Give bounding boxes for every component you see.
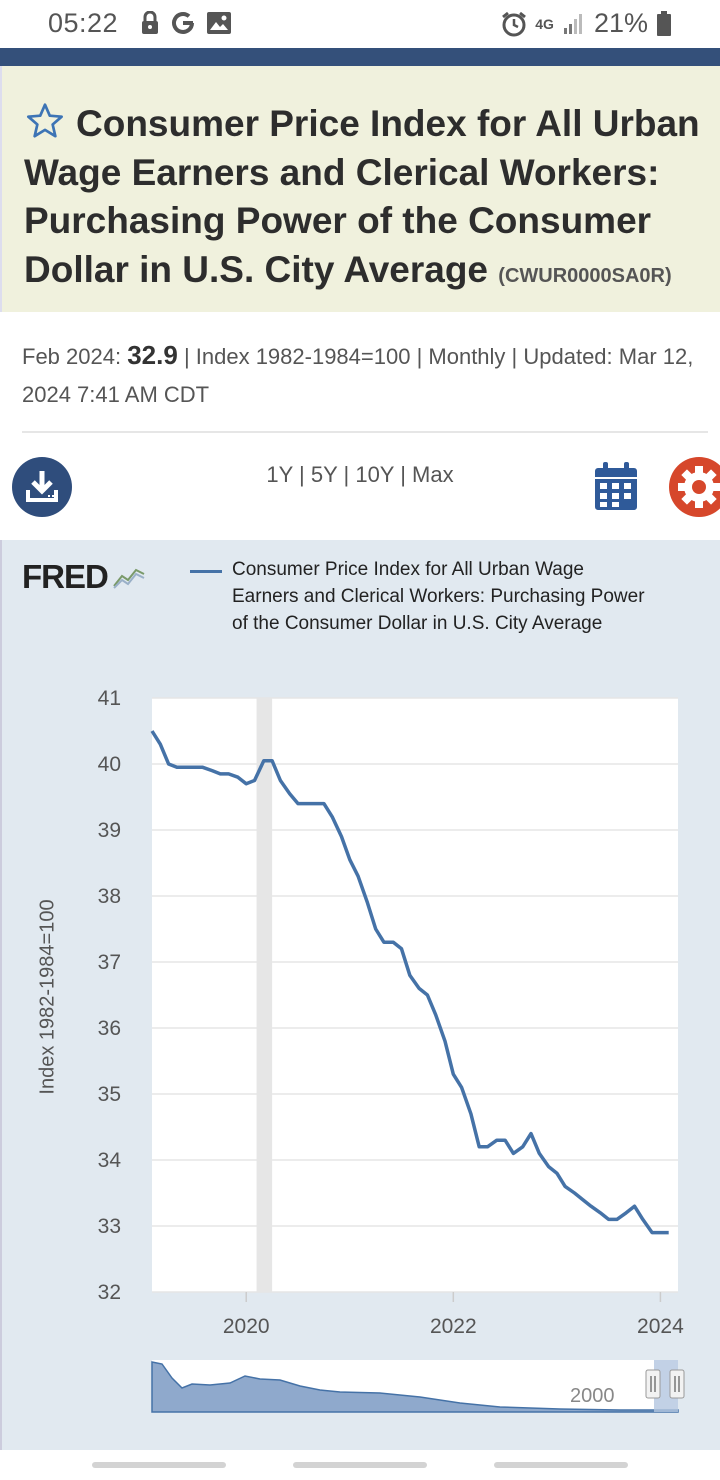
battery-percent: 21% [593, 8, 648, 38]
range-max[interactable]: Max [412, 462, 454, 487]
fred-chart-icon [113, 568, 145, 589]
range-selector: 1Y | 5Y | 10Y | Max [266, 462, 454, 487]
signal-icon [563, 13, 582, 34]
y-tick-label: 34 [98, 1149, 122, 1172]
legend-swatch [190, 570, 222, 573]
meta-value: 32.9 [127, 340, 178, 370]
y-tick-label: 37 [98, 951, 121, 974]
y-tick-label: 33 [98, 1215, 121, 1238]
image-icon [207, 12, 231, 34]
download-button[interactable] [12, 457, 72, 517]
network-type: 4G [535, 15, 554, 32]
status-icons-left [140, 10, 232, 36]
lock-icon [142, 11, 158, 34]
legend-label: Consumer Price Index for All Urban Wage … [232, 559, 645, 634]
navigator-label: 2000 [570, 1385, 615, 1407]
range-1y[interactable]: 1Y [266, 462, 293, 487]
top-bar [0, 48, 720, 66]
x-tick-label: 2022 [430, 1315, 477, 1338]
title-box: Consumer Price Index for All Urban Wage … [0, 66, 720, 312]
gear-icon[interactable] [668, 456, 720, 518]
status-icons-right: 4G 21% [501, 8, 672, 39]
alarm-icon [502, 11, 527, 36]
y-tick-label: 36 [98, 1017, 121, 1040]
series-code: (CWUR0000SA0R) [498, 264, 672, 287]
nav-back-button[interactable] [494, 1462, 628, 1468]
plot-area [152, 698, 678, 1292]
series-meta: Feb 2024: 32.9 | Index 1982-1984=100 | M… [22, 336, 702, 414]
line-chart[interactable]: 32 33 34 35 36 37 38 39 40 41 2020 2022 2024 2000 [0, 670, 720, 1450]
series-title-text: Consumer Price Index for All Urban Wage … [24, 103, 700, 290]
nav-recents-button[interactable] [92, 1462, 226, 1468]
y-tick-label: 32 [98, 1281, 121, 1304]
battery-icon [657, 10, 671, 36]
y-tick-label: 39 [98, 819, 121, 842]
status-time: 05:22 [48, 8, 119, 38]
star-icon[interactable] [24, 102, 66, 138]
navigator-handle-right[interactable] [669, 1369, 685, 1399]
nav-home-button[interactable] [293, 1462, 427, 1468]
navigator-handle-left[interactable] [645, 1369, 661, 1399]
download-icon [26, 471, 58, 502]
series-line [150, 730, 669, 1235]
y-tick-label: 38 [98, 885, 121, 908]
fred-logo: FRED [22, 558, 146, 596]
y-tick-label: 41 [98, 687, 121, 710]
x-tick-label: 2020 [223, 1315, 270, 1338]
y-tick-label: 40 [98, 753, 121, 776]
status-bar: 05:22 4G 21% [0, 0, 720, 48]
calendar-icon[interactable] [594, 462, 638, 512]
divider [22, 431, 708, 433]
x-tick-label: 2024 [637, 1315, 684, 1338]
series-title: Consumer Price Index for All Urban Wage … [24, 100, 714, 300]
recession-band [256, 698, 273, 1292]
range-10y[interactable]: 10Y [355, 462, 395, 487]
google-icon [172, 12, 194, 34]
meta-period: Feb 2024: [22, 344, 122, 369]
y-tick-label: 35 [98, 1083, 121, 1106]
range-5y[interactable]: 5Y [310, 462, 338, 487]
meta-details: | Index 1982-1984=100 | Monthly | Update… [22, 344, 694, 407]
